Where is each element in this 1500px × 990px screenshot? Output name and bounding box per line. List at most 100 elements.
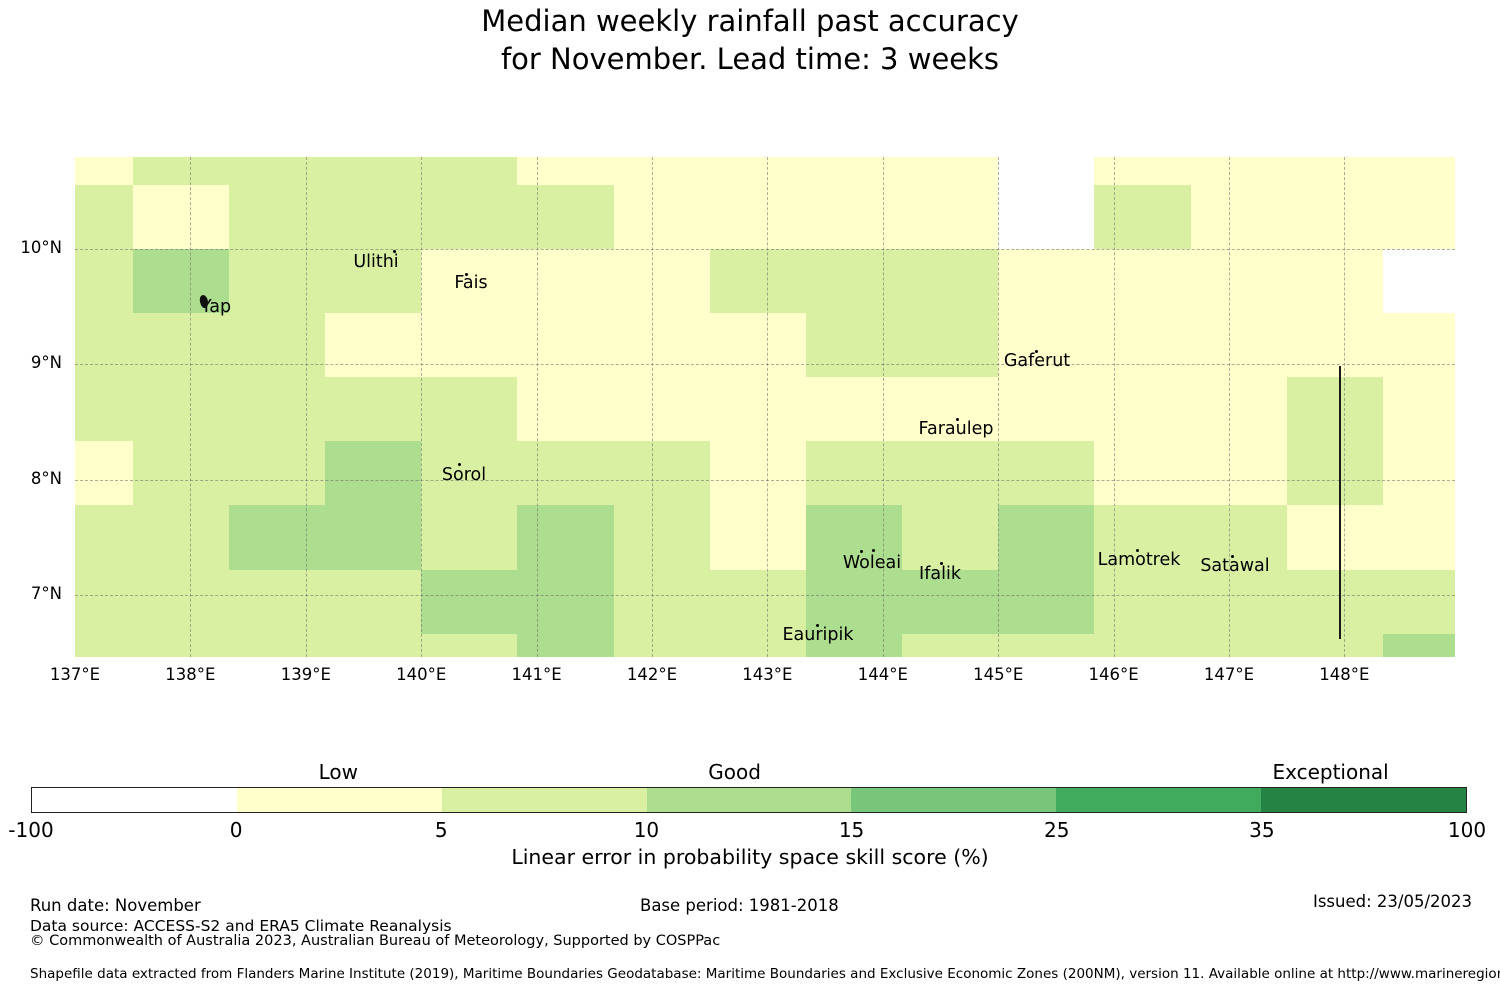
grid-cell bbox=[1382, 157, 1455, 185]
island-label: Eauripik bbox=[782, 625, 854, 645]
grid-cell bbox=[325, 633, 422, 657]
grid-cell bbox=[709, 184, 806, 249]
grid-cell bbox=[132, 184, 229, 249]
x-axis-tick-label: 145°E bbox=[973, 665, 1024, 684]
grid-cell bbox=[1382, 249, 1455, 314]
grid-cell bbox=[228, 313, 326, 378]
grid-cell bbox=[709, 569, 806, 634]
colorbar-category-label: Good bbox=[708, 760, 761, 784]
longitude-gridline bbox=[652, 157, 653, 657]
island-marker-dot bbox=[393, 250, 396, 253]
grid-cell bbox=[805, 157, 903, 185]
grid-cell bbox=[325, 184, 422, 249]
grid-cell bbox=[325, 377, 422, 442]
colorbar-segment bbox=[1056, 788, 1262, 812]
grid-cell bbox=[709, 377, 806, 442]
grid-cell bbox=[1286, 633, 1383, 657]
grid-cell bbox=[613, 184, 710, 249]
colorbar-segment bbox=[32, 788, 237, 812]
grid-cell bbox=[805, 184, 903, 249]
grid-cell bbox=[998, 569, 1095, 634]
grid-cell bbox=[421, 569, 518, 634]
x-axis-tick-label: 141°E bbox=[511, 665, 562, 684]
grid-cell bbox=[1094, 313, 1191, 378]
footer-base-period: Base period: 1981-2018 bbox=[640, 896, 839, 915]
grid-cell bbox=[1094, 441, 1191, 506]
island-label: Satawal bbox=[1200, 556, 1270, 576]
grid-cell bbox=[1094, 249, 1191, 314]
grid-cell bbox=[613, 157, 710, 185]
grid-cell bbox=[902, 377, 999, 442]
grid-cell bbox=[902, 184, 999, 249]
grid-cell bbox=[613, 441, 710, 506]
x-axis-tick-label: 139°E bbox=[280, 665, 331, 684]
grid-cell bbox=[421, 633, 518, 657]
colorbar-tick-label: 35 bbox=[1249, 818, 1275, 842]
grid-cell bbox=[613, 249, 710, 314]
grid-cell bbox=[421, 313, 518, 378]
latitude-gridline bbox=[75, 249, 1455, 250]
grid-cell bbox=[421, 157, 518, 185]
grid-cell bbox=[902, 313, 999, 378]
island-marker-dot bbox=[1035, 350, 1038, 353]
grid-cell bbox=[1382, 441, 1455, 506]
colorbar-category-label: Exceptional bbox=[1272, 760, 1389, 784]
grid-cell bbox=[1286, 569, 1383, 634]
grid-cell bbox=[902, 569, 999, 634]
grid-cell bbox=[1382, 184, 1455, 249]
grid-cell bbox=[517, 441, 614, 506]
grid-cell bbox=[421, 505, 518, 570]
grid-cell bbox=[1382, 313, 1455, 378]
y-axis-tick-label: 7°N bbox=[30, 584, 62, 604]
grid-cell bbox=[709, 633, 806, 657]
grid-cell bbox=[325, 505, 422, 570]
grid-cell bbox=[517, 249, 614, 314]
grid-cell bbox=[517, 633, 614, 657]
island-marker-dot bbox=[1136, 549, 1139, 552]
x-axis-tick-label: 140°E bbox=[396, 665, 447, 684]
grid-cell bbox=[1286, 157, 1383, 185]
grid-cell bbox=[1382, 569, 1455, 634]
island-marker-dot bbox=[816, 624, 819, 627]
x-axis-tick-label: 137°E bbox=[49, 665, 101, 684]
colorbar-tick-label: 25 bbox=[1043, 818, 1070, 842]
colorbar-category-label: Low bbox=[318, 760, 358, 784]
island-label: Faraulep bbox=[918, 419, 994, 439]
grid-cell bbox=[1190, 505, 1287, 570]
island-marker-dot bbox=[465, 273, 468, 276]
colorbar-tick-label: 15 bbox=[838, 818, 865, 842]
grid-cell bbox=[228, 184, 326, 249]
island-marker-dot bbox=[860, 550, 863, 553]
grid-cell bbox=[998, 377, 1095, 442]
longitude-gridline bbox=[1113, 157, 1115, 657]
grid-cell bbox=[228, 505, 326, 570]
colorbar-tick-label: 5 bbox=[434, 818, 448, 842]
x-axis-tick-label: 148°E bbox=[1319, 665, 1370, 684]
longitude-gridline bbox=[882, 157, 884, 657]
grid-cell bbox=[75, 505, 133, 570]
grid-cell bbox=[1382, 505, 1455, 570]
x-axis-tick-label: 142°E bbox=[626, 665, 678, 684]
grid-cell bbox=[132, 569, 229, 634]
grid-cell bbox=[1190, 249, 1287, 314]
grid-cell bbox=[75, 157, 133, 185]
grid-cell bbox=[228, 157, 326, 185]
colorbar-tick-label: -100 bbox=[8, 818, 54, 842]
longitude-gridline bbox=[767, 157, 769, 657]
grid-cell bbox=[325, 249, 422, 314]
grid-cell bbox=[1190, 441, 1287, 506]
grid-cell bbox=[902, 249, 999, 314]
grid-cell bbox=[132, 633, 229, 657]
grid-cell bbox=[421, 377, 518, 442]
grid-cell bbox=[421, 184, 518, 249]
grid-cell bbox=[998, 633, 1095, 657]
grid-cell bbox=[1094, 184, 1191, 249]
island-label: Ifalik bbox=[919, 564, 961, 584]
grid-cell bbox=[228, 249, 326, 314]
colorbar-segment bbox=[236, 788, 442, 812]
island-marker-dot bbox=[872, 549, 875, 552]
grid-cell bbox=[1286, 377, 1383, 442]
grid-cell bbox=[1190, 157, 1287, 185]
grid-cell bbox=[132, 377, 229, 442]
grid-cell bbox=[1286, 249, 1383, 314]
